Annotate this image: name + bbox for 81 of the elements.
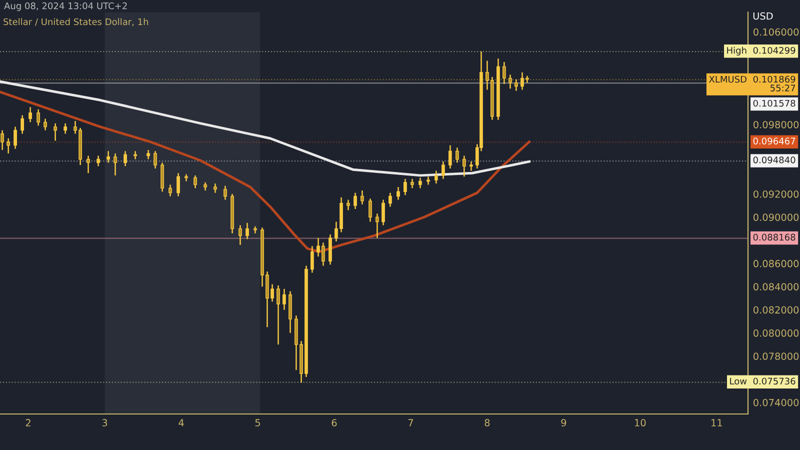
candlestick (96, 155, 100, 167)
candlestick (194, 174, 197, 189)
candlestick (514, 78, 518, 92)
x-tick-label: 11 (712, 419, 722, 426)
candlestick (354, 192, 357, 210)
candlestick (28, 106, 32, 123)
candlestick (388, 192, 392, 208)
candlestick (168, 184, 172, 197)
candlestick (396, 186, 400, 200)
y-tick-label: 0.078000 (754, 352, 799, 360)
candlestick (238, 224, 242, 246)
candlestick (86, 155, 90, 174)
candlestick (456, 147, 459, 164)
ref-line-label: 0.096467 (753, 138, 796, 144)
candlestick (176, 172, 180, 197)
candlestick (106, 150, 110, 164)
x-tick-label: 4 (178, 419, 184, 426)
x-tick-label: 10 (635, 419, 646, 426)
ref-line-label: 0.094840 (753, 156, 796, 164)
candlestick (310, 245, 314, 274)
ref-line-label: 0.088168 (753, 234, 796, 241)
y-tick-label: 0.084000 (754, 283, 799, 290)
candlestick (470, 160, 473, 172)
candlestick (0, 130, 4, 151)
line-series (0, 90, 530, 254)
candlestick (124, 150, 127, 167)
candlestick (20, 114, 24, 134)
candlestick (282, 288, 286, 310)
candlestick (154, 150, 157, 170)
candlestick (368, 198, 372, 222)
x-tick-label: 5 (255, 419, 260, 426)
y-tick-label: 0.098000 (754, 120, 799, 128)
candlestick (36, 108, 40, 126)
candlestick (382, 199, 385, 226)
candlestick (254, 226, 257, 234)
x-tick-label: 2 (26, 419, 30, 426)
ref-line-label: Low 0.075736 (730, 378, 796, 385)
text: Stellar / United States Dollar, 1h (4, 18, 148, 26)
candlestick (404, 178, 407, 196)
y-tick-label: 0.090000 (754, 214, 799, 221)
candlestick (434, 170, 438, 184)
candlestick (214, 182, 217, 194)
text: Aug 08, 2024 13:04 UTC+2 (4, 2, 127, 11)
candlestick (146, 149, 150, 160)
candlestick (346, 199, 350, 211)
x-tick-label: 9 (561, 419, 566, 426)
candlestick (160, 162, 164, 192)
candlestick (442, 160, 445, 180)
candlestick (376, 213, 379, 239)
candlestick (360, 190, 364, 206)
ref-line-label: XLMUSD 0.101869 55:27 (708, 76, 796, 92)
candlestick (276, 284, 280, 346)
candlestick (448, 144, 452, 170)
x-tick-label: 8 (484, 419, 490, 426)
line-series (0, 80, 530, 177)
candlestick (64, 122, 68, 134)
y-tick-label: 0.080000 (754, 329, 799, 337)
candlestick (410, 178, 414, 189)
y-tick-label: 0.086000 (754, 260, 799, 268)
candlestick (462, 155, 466, 178)
ref-line-label: 0.101578 (753, 100, 796, 107)
y-tick-label: 0.106000 (754, 28, 799, 36)
candlestick (114, 152, 117, 176)
x-tick-label: 6 (332, 419, 337, 426)
ref-line-label: High 0.104299 (727, 46, 796, 56)
x-tick-label: 7 (408, 419, 413, 426)
x-tick-label: 3 (102, 419, 108, 426)
candlestick (418, 177, 422, 189)
candlestick (44, 118, 47, 131)
y-axis-title: USD (753, 12, 773, 20)
candlestick (246, 222, 249, 240)
y-tick-label: 0.082000 (754, 306, 799, 314)
candlestick (328, 234, 332, 266)
candlestick (508, 74, 512, 90)
candlestick (54, 122, 57, 142)
candlestick (6, 138, 10, 154)
y-tick-label: 0.092000 (754, 190, 799, 198)
candlestick (224, 185, 227, 200)
candlestick (14, 126, 17, 150)
y-tick-label: 0.074000 (754, 398, 799, 406)
candlestick (502, 61, 506, 85)
